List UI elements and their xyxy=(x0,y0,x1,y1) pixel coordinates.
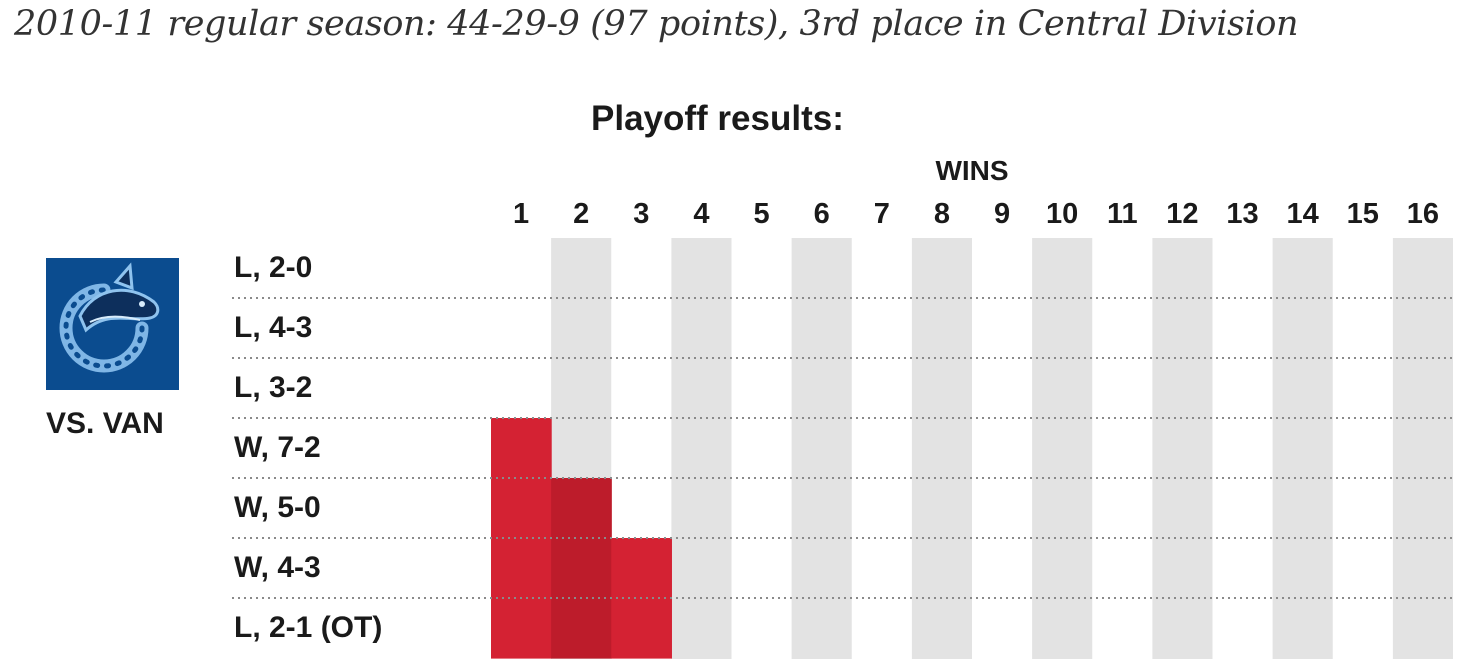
x-tick-label: 4 xyxy=(693,198,709,230)
chart-title: Playoff results: xyxy=(591,99,844,138)
x-tick-label: 3 xyxy=(633,198,649,230)
column-band-16 xyxy=(1392,238,1453,659)
column-band-6 xyxy=(791,238,852,659)
column-band-8 xyxy=(911,238,972,659)
game-result-label: W, 4-3 xyxy=(234,551,321,584)
x-tick-label: 15 xyxy=(1347,198,1379,230)
game-result-label: L, 2-0 xyxy=(234,251,312,284)
opponent-label: VS. VAN xyxy=(46,407,164,440)
game-result-label: W, 7-2 xyxy=(234,431,321,464)
x-tick-label: 10 xyxy=(1046,198,1078,230)
x-tick-label: 6 xyxy=(814,198,830,230)
column-band-4 xyxy=(671,238,732,659)
x-tick-label: 2 xyxy=(573,198,589,230)
game-result-label: W, 5-0 xyxy=(234,491,321,524)
win-bar-row-7-col-1 xyxy=(491,598,552,659)
win-bar-row-5-col-1 xyxy=(491,478,552,539)
win-bar-row-7-col-2 xyxy=(551,598,612,659)
column-band-14 xyxy=(1272,238,1333,659)
x-tick-label: 13 xyxy=(1226,198,1258,230)
x-tick-label: 14 xyxy=(1287,198,1319,230)
x-axis-label: WINS xyxy=(935,155,1008,186)
column-band-10 xyxy=(1032,238,1093,659)
x-tick-label: 11 xyxy=(1107,198,1138,230)
game-result-label: L, 4-3 xyxy=(234,311,312,344)
x-tick-label: 12 xyxy=(1166,198,1198,230)
win-bar-row-7-col-3 xyxy=(611,598,672,659)
win-bar-row-5-col-2 xyxy=(551,478,612,539)
game-result-label: L, 2-1 (OT) xyxy=(234,611,382,644)
x-tick-label: 16 xyxy=(1407,198,1439,230)
x-tick-label: 9 xyxy=(994,198,1010,230)
x-tick-label: 7 xyxy=(874,198,890,230)
game-result-label: L, 3-2 xyxy=(234,371,312,404)
column-band-12 xyxy=(1152,238,1213,659)
win-bar-row-6-col-3 xyxy=(611,538,672,599)
canucks-logo-icon xyxy=(46,258,179,390)
win-bar-row-4-col-1 xyxy=(491,418,552,479)
x-tick-label: 1 xyxy=(513,198,529,230)
x-tick-label: 8 xyxy=(934,198,950,230)
win-bar-row-6-col-2 xyxy=(551,538,612,599)
x-tick-label: 5 xyxy=(753,198,769,230)
win-bar-row-6-col-1 xyxy=(491,538,552,599)
season-summary: 2010-11 regular season: 44-29-9 (97 poin… xyxy=(14,4,1299,44)
